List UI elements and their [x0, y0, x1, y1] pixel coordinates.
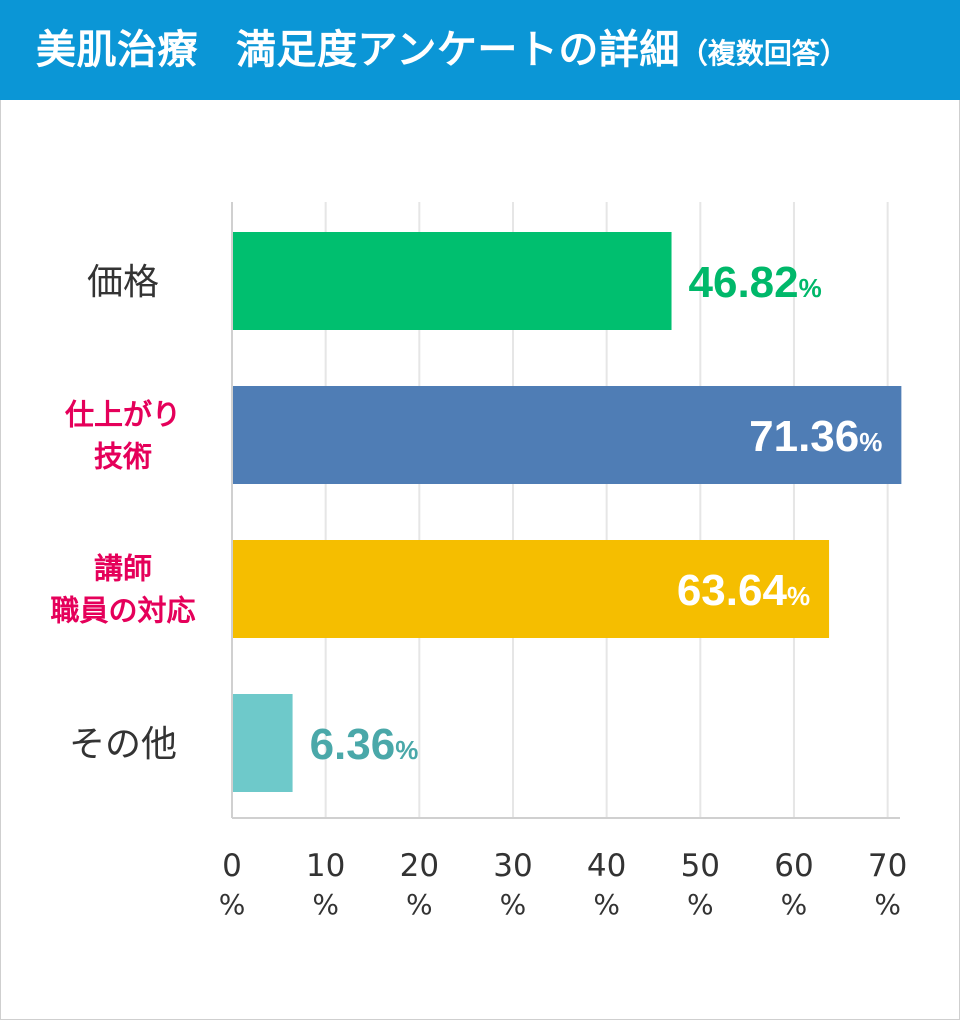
x-tick-label-0: 0 [222, 848, 242, 884]
x-tick-unit-30: % [500, 888, 527, 921]
header-banner: 美肌治療 満足度アンケートの詳細（複数回答） [0, 0, 960, 100]
title-main: 美肌治療 [36, 27, 198, 73]
x-tick-label-60: 60 [774, 848, 813, 884]
x-tick-unit-50: % [687, 888, 714, 921]
x-tick-unit-0: % [219, 888, 246, 921]
bar-3 [233, 694, 293, 792]
value-label-0: 46.82% [689, 258, 822, 307]
x-tick-label-40: 40 [587, 848, 626, 884]
x-tick-unit-60: % [781, 888, 808, 921]
x-tick-unit-10: % [312, 888, 339, 921]
category-label-2-line-0: 講師 [94, 551, 152, 585]
category-label-1-line-1: 技術 [94, 439, 152, 473]
x-tick-label-70: 70 [868, 848, 907, 884]
x-tick-label-50: 50 [681, 848, 720, 884]
page-title: 美肌治療 満足度アンケートの詳細（複数回答） [36, 22, 848, 82]
category-label-3-line-0: その他 [69, 724, 177, 765]
x-tick-label-20: 20 [400, 848, 439, 884]
x-tick-label-10: 10 [306, 848, 345, 884]
bar-1 [233, 386, 902, 484]
value-label-2: 63.64% [677, 566, 810, 615]
title-note: （複数回答） [679, 37, 848, 70]
bar-2 [233, 540, 830, 638]
value-label-3: 6.36% [310, 720, 419, 769]
x-tick-unit-20: % [406, 888, 433, 921]
title-second: 満足度アンケートの詳細 [236, 27, 680, 73]
category-label-0-line-0: 価格 [87, 262, 159, 303]
bar-0 [233, 232, 672, 330]
x-tick-label-30: 30 [493, 848, 532, 884]
x-tick-unit-70: % [874, 888, 901, 921]
value-label-1: 71.36% [749, 412, 882, 461]
category-label-2-line-1: 職員の対応 [50, 593, 195, 627]
category-label-1-line-0: 仕上がり [64, 397, 181, 431]
x-tick-unit-40: % [593, 888, 620, 921]
